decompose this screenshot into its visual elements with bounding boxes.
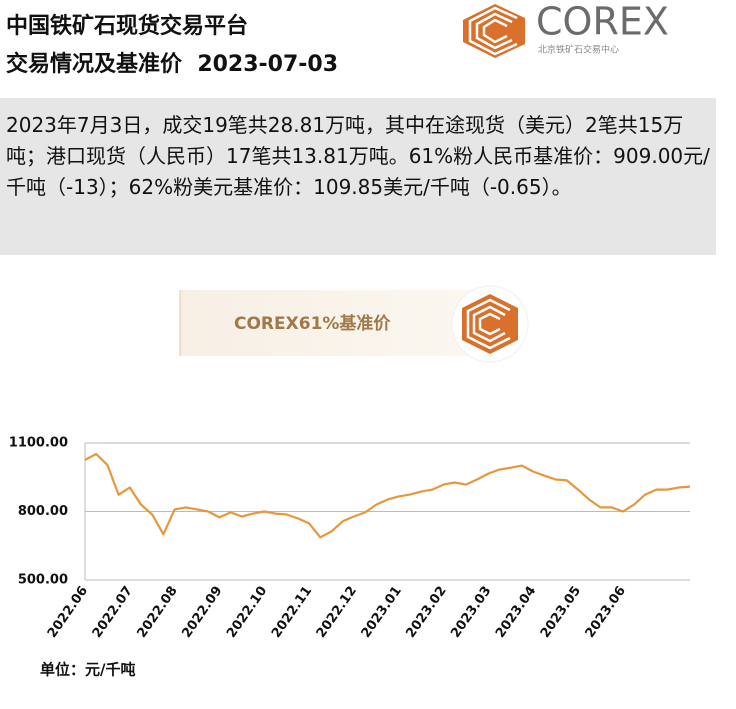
y-tick-label: 800.00 [18, 504, 68, 519]
banner-logo [462, 294, 518, 354]
summary: 2023年7月3日，成交19笔共28.81万吨，其中在途现货（美元）2笔共15万… [0, 98, 716, 255]
title-line: 交易情况及基准价 2023-07-03 [6, 52, 339, 77]
x-tick-label: 2022.07 [90, 584, 136, 641]
y-tick-label: 1100.00 [9, 436, 68, 451]
banner [180, 290, 480, 356]
unit-label: 单位：元/千吨 [40, 661, 135, 679]
banner-text: COREX61%基准价 [234, 313, 391, 334]
x-tick-label: 2022.11 [269, 584, 315, 641]
logo-icon [463, 4, 525, 58]
x-tick-label: 2022.08 [135, 584, 181, 641]
x-tick-label: 2022.10 [224, 584, 270, 641]
x-tick-label: 2022.12 [314, 584, 360, 641]
x-tick-label: 2023.03 [448, 584, 494, 641]
title-line: 中国铁矿石现货交易平台 [6, 14, 249, 39]
y-tick-label: 500.00 [18, 573, 68, 588]
logo-subtitle: 北京铁矿石交易中心 [538, 44, 619, 56]
x-tick-label: 2023.02 [403, 584, 449, 641]
x-tick-label: 2023.06 [583, 584, 629, 641]
x-tick-label: 2022.06 [45, 584, 91, 641]
x-tick-label: 2023.05 [538, 584, 584, 641]
x-tick-label: 2023.04 [493, 584, 539, 641]
price-line [84, 452, 691, 539]
x-tick-label: 2023.01 [359, 584, 405, 641]
x-tick-label: 2022.09 [179, 584, 225, 641]
logo-text: COREX [536, 0, 669, 44]
